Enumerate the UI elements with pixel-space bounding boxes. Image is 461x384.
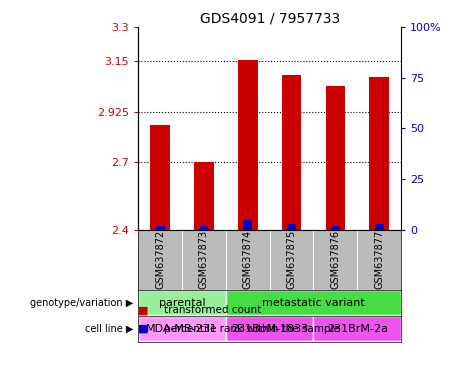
Text: parental: parental xyxy=(159,298,206,308)
Text: percentile rank within the sample: percentile rank within the sample xyxy=(164,324,340,334)
Bar xyxy=(375,224,384,230)
Bar xyxy=(194,162,214,230)
Bar xyxy=(150,125,170,230)
Bar xyxy=(138,316,226,341)
Text: ■: ■ xyxy=(138,324,149,334)
Bar xyxy=(282,75,301,230)
Text: genotype/variation ▶: genotype/variation ▶ xyxy=(30,298,134,308)
Text: 231BrM-2a: 231BrM-2a xyxy=(327,324,388,334)
Bar xyxy=(287,224,296,230)
Bar xyxy=(226,316,313,341)
Text: MDA-MB-231: MDA-MB-231 xyxy=(146,324,218,334)
Text: GSM637876: GSM637876 xyxy=(331,230,340,289)
Bar xyxy=(313,316,401,341)
Bar xyxy=(200,226,208,230)
Bar xyxy=(325,86,345,230)
Text: GSM637873: GSM637873 xyxy=(199,230,209,289)
Text: GSM637874: GSM637874 xyxy=(243,230,253,289)
Text: metastatic variant: metastatic variant xyxy=(262,298,365,308)
Title: GDS4091 / 7957733: GDS4091 / 7957733 xyxy=(200,12,340,26)
Text: GSM637875: GSM637875 xyxy=(287,230,296,290)
Text: ■: ■ xyxy=(138,305,149,315)
Bar xyxy=(331,226,340,230)
Text: 231BoM-1833: 231BoM-1833 xyxy=(231,324,308,334)
Text: GSM637872: GSM637872 xyxy=(155,230,165,290)
Bar xyxy=(226,290,401,315)
Bar xyxy=(156,226,165,230)
Bar xyxy=(243,220,252,230)
Text: cell line ▶: cell line ▶ xyxy=(85,324,134,334)
Bar xyxy=(238,60,258,230)
Bar xyxy=(138,290,226,315)
Text: transformed count: transformed count xyxy=(164,305,261,315)
Bar xyxy=(369,76,389,230)
Text: GSM637877: GSM637877 xyxy=(374,230,384,290)
